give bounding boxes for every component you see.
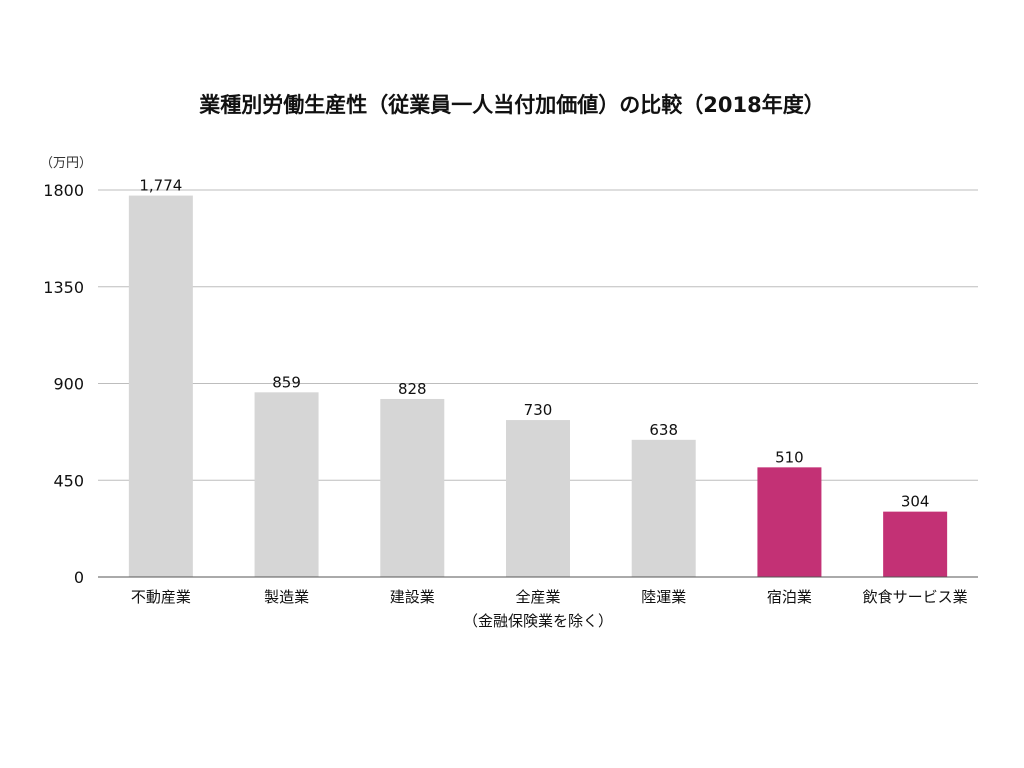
bar-6 [757,467,822,577]
y-tick-label-1800: 1800 [43,181,84,200]
value-label-7: 304 [901,493,930,511]
y-tick-label-1350: 1350 [43,278,84,297]
category-label-3: 建設業 [390,588,435,606]
category-label-4: 全産業 [515,588,560,606]
y-tick-label-0: 0 [74,568,84,587]
value-label-4: 730 [524,401,553,419]
bars [128,195,948,577]
category-label-1: 不動産業 [131,588,191,606]
chart-title: 業種別労働生産性（従業員一人当付加価値）の比較（2018年度） [199,93,824,117]
category-label-6: 宿泊業 [767,588,812,606]
value-label-1: 1,774 [139,177,182,195]
value-label-5: 638 [649,421,678,439]
value-label-3: 828 [398,380,427,398]
bar-2 [254,392,319,577]
y-axis-ticks: 0 450 900 1350 1800 [43,181,84,587]
category-label-2: 製造業 [264,588,309,606]
category-label-7: 飲食サービス業 [863,588,968,606]
value-labels: 1,774 859 828 730 638 510 304 [139,177,929,511]
bar-5 [631,439,696,577]
y-axis-unit-label: （万円） [40,156,92,171]
category-label-5: 陸運業 [641,588,686,606]
value-label-6: 510 [775,448,804,466]
y-tick-label-900: 900 [53,375,84,394]
bar-4 [506,420,570,577]
category-labels: 不動産業 製造業 建設業 全産業 陸運業 宿泊業 飲食サービス業 [131,588,968,606]
bar-7 [883,511,948,577]
bar-1 [128,195,193,577]
value-label-2: 859 [272,373,301,391]
bar-3 [380,398,445,577]
category-note: （金融保険業を除く） [463,612,613,630]
y-tick-label-450: 450 [53,471,84,490]
